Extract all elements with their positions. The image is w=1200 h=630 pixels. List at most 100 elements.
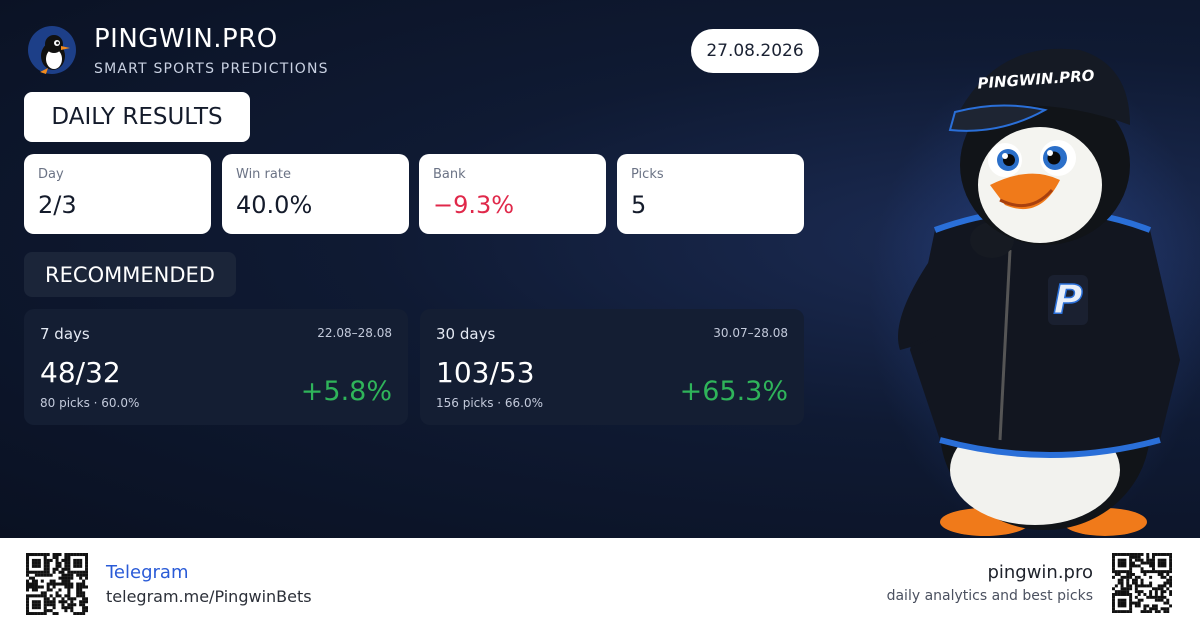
qr-module <box>1140 610 1144 613</box>
qr-module <box>1112 570 1115 574</box>
qr-module <box>26 567 30 571</box>
stat-value: 2/3 <box>38 191 77 219</box>
qr-module <box>1143 570 1147 574</box>
qr-module <box>1146 555 1150 559</box>
qr-module <box>67 606 71 610</box>
qr-module <box>1132 553 1135 556</box>
qr-module <box>46 573 50 577</box>
qr-module <box>43 594 47 598</box>
qr-module <box>1117 558 1121 562</box>
qr-module <box>64 567 68 571</box>
qr-module <box>85 553 88 557</box>
qr-module <box>43 553 47 557</box>
qr-module <box>46 558 50 562</box>
qr-module <box>70 573 74 577</box>
qr-module <box>49 558 53 562</box>
qr-module <box>31 600 35 604</box>
qr-module <box>43 561 47 565</box>
qr-module <box>31 561 35 565</box>
qr-module <box>46 561 50 565</box>
qr-module <box>1149 575 1153 579</box>
qr-module <box>49 609 53 613</box>
section-title: RECOMMENDED <box>24 252 236 297</box>
qr-module <box>64 600 68 604</box>
qr-module <box>67 558 71 562</box>
qr-module <box>1152 555 1155 559</box>
qr-module <box>58 600 62 604</box>
qr-module <box>1126 578 1130 582</box>
qr-module <box>1143 607 1147 611</box>
qr-module <box>58 553 62 557</box>
qr-module <box>61 582 65 586</box>
qr-module <box>61 558 65 562</box>
qr-module <box>26 553 30 557</box>
qr-module <box>1163 561 1167 565</box>
qr-module <box>37 570 41 574</box>
qr-module <box>73 597 77 601</box>
qr-module <box>1129 561 1133 565</box>
qr-module <box>26 558 30 562</box>
qr-module <box>52 600 56 604</box>
qr-module <box>1120 553 1124 556</box>
qr-module <box>46 600 50 604</box>
qr-module <box>1152 561 1155 565</box>
qr-module <box>76 570 80 574</box>
qr-module <box>1126 590 1130 594</box>
qr-module <box>1114 570 1118 574</box>
qr-module <box>1123 570 1127 574</box>
site-name[interactable]: pingwin.pro <box>987 562 1093 583</box>
qr-module <box>49 594 53 598</box>
qr-module <box>43 612 47 615</box>
qr-module <box>1166 598 1170 602</box>
qr-module <box>1166 553 1170 556</box>
qr-module <box>1126 575 1130 579</box>
qr-module <box>1140 558 1144 562</box>
qr-module <box>1169 578 1172 582</box>
qr-module <box>1152 587 1155 591</box>
qr-module <box>73 564 77 568</box>
qr-module <box>1120 587 1124 591</box>
qr-module <box>31 588 35 592</box>
qr-module <box>1134 581 1138 585</box>
qr-module <box>1152 607 1155 611</box>
qr-module <box>85 558 88 562</box>
qr-module <box>34 606 38 610</box>
qr-module <box>61 579 65 583</box>
footer <box>0 538 1200 630</box>
qr-module <box>43 558 47 562</box>
qr-module <box>1152 553 1155 556</box>
qr-module <box>76 582 80 586</box>
qr-module <box>52 603 56 607</box>
qr-module <box>26 594 30 598</box>
qr-module <box>1157 570 1161 574</box>
qr-module <box>82 591 86 595</box>
qr-module <box>1140 584 1144 588</box>
qr-module <box>55 564 59 568</box>
qr-module <box>1149 607 1153 611</box>
qr-module <box>1169 553 1172 556</box>
qr-module <box>1126 573 1130 576</box>
qr-module <box>1120 578 1124 582</box>
site-tagline: daily analytics and best picks <box>886 588 1093 604</box>
qr-module <box>1163 610 1167 613</box>
qr-module <box>1152 595 1155 599</box>
profit-change: +65.3% <box>679 376 788 407</box>
qr-module <box>49 600 53 604</box>
qr-module <box>55 594 59 598</box>
qr-module <box>79 591 83 595</box>
qr-module <box>1137 584 1141 588</box>
qr-module <box>79 573 83 577</box>
qr-module <box>85 561 88 565</box>
stat-value: 40.0% <box>236 191 313 219</box>
qr-module <box>67 564 71 568</box>
qr-module <box>37 600 41 604</box>
qr-module <box>1154 604 1158 608</box>
telegram-link[interactable]: Telegram <box>106 562 189 583</box>
qr-module <box>85 576 88 580</box>
qr-module <box>1146 561 1150 565</box>
qr-module <box>1154 593 1158 596</box>
qr-module <box>1120 561 1124 565</box>
qr-module <box>1154 607 1158 611</box>
qr-module <box>67 582 71 586</box>
qr-module <box>1120 601 1124 605</box>
